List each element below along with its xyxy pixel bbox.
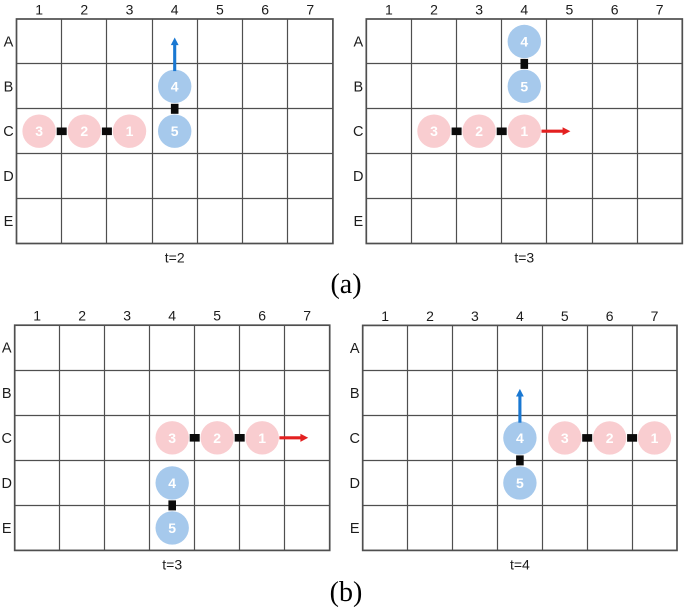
svg-text:1: 1 xyxy=(258,430,266,446)
svg-text:3: 3 xyxy=(471,308,479,324)
svg-text:5: 5 xyxy=(516,475,524,491)
svg-text:E: E xyxy=(353,214,363,230)
svg-text:6: 6 xyxy=(258,308,266,324)
svg-text:5: 5 xyxy=(216,2,224,18)
svg-text:1: 1 xyxy=(381,308,389,324)
svg-text:D: D xyxy=(3,169,13,185)
svg-text:A: A xyxy=(350,341,360,357)
svg-text:5: 5 xyxy=(566,2,574,18)
svg-text:3: 3 xyxy=(123,308,131,324)
svg-text:7: 7 xyxy=(656,2,664,18)
svg-text:2: 2 xyxy=(426,308,434,324)
svg-text:5: 5 xyxy=(171,123,179,139)
svg-text:1: 1 xyxy=(35,2,43,18)
svg-text:5: 5 xyxy=(213,308,221,324)
svg-text:E: E xyxy=(4,214,14,230)
svg-text:3: 3 xyxy=(561,430,569,446)
svg-text:4: 4 xyxy=(168,308,176,324)
svg-text:4: 4 xyxy=(516,430,524,446)
svg-text:5: 5 xyxy=(520,78,528,94)
svg-text:6: 6 xyxy=(261,2,269,18)
svg-text:5: 5 xyxy=(561,308,569,324)
svg-text:C: C xyxy=(353,124,363,140)
svg-text:A: A xyxy=(2,341,12,357)
svg-text:1: 1 xyxy=(385,2,393,18)
svg-text:B: B xyxy=(353,79,363,95)
svg-text:B: B xyxy=(2,386,12,402)
svg-text:3: 3 xyxy=(168,430,176,446)
svg-text:1: 1 xyxy=(520,123,528,139)
svg-text:2: 2 xyxy=(80,123,88,139)
svg-text:t=2: t=2 xyxy=(165,250,185,266)
svg-text:B: B xyxy=(4,79,14,95)
svg-text:7: 7 xyxy=(306,2,314,18)
svg-text:3: 3 xyxy=(126,2,134,18)
svg-text:6: 6 xyxy=(606,308,614,324)
svg-text:D: D xyxy=(349,476,359,492)
svg-text:4: 4 xyxy=(171,78,179,94)
svg-text:D: D xyxy=(353,169,363,185)
svg-text:4: 4 xyxy=(168,475,176,491)
svg-text:C: C xyxy=(1,431,11,447)
svg-text:7: 7 xyxy=(303,308,311,324)
svg-text:2: 2 xyxy=(430,2,438,18)
svg-text:2: 2 xyxy=(475,123,483,139)
svg-text:3: 3 xyxy=(430,123,438,139)
svg-text:(b): (b) xyxy=(330,577,363,608)
svg-text:1: 1 xyxy=(33,308,41,324)
svg-text:5: 5 xyxy=(168,520,176,536)
svg-text:E: E xyxy=(350,521,360,537)
svg-text:(a): (a) xyxy=(330,269,361,300)
svg-text:t=3: t=3 xyxy=(514,250,534,266)
svg-text:C: C xyxy=(349,431,359,447)
svg-text:E: E xyxy=(2,521,12,537)
svg-text:2: 2 xyxy=(606,430,614,446)
svg-text:7: 7 xyxy=(651,308,659,324)
svg-text:3: 3 xyxy=(475,2,483,18)
svg-text:t=4: t=4 xyxy=(510,556,530,572)
svg-text:D: D xyxy=(1,476,11,492)
svg-text:2: 2 xyxy=(80,2,88,18)
svg-text:1: 1 xyxy=(651,430,659,446)
svg-text:4: 4 xyxy=(520,2,528,18)
svg-text:B: B xyxy=(350,386,360,402)
svg-text:3: 3 xyxy=(35,123,43,139)
svg-text:4: 4 xyxy=(520,34,528,50)
svg-text:4: 4 xyxy=(171,2,179,18)
svg-text:6: 6 xyxy=(611,2,619,18)
svg-text:4: 4 xyxy=(516,308,524,324)
svg-text:2: 2 xyxy=(213,430,221,446)
svg-text:A: A xyxy=(353,35,363,51)
svg-text:1: 1 xyxy=(126,123,134,139)
svg-text:t=3: t=3 xyxy=(162,557,182,573)
svg-text:2: 2 xyxy=(78,308,86,324)
svg-text:A: A xyxy=(4,35,14,51)
svg-text:C: C xyxy=(3,124,13,140)
